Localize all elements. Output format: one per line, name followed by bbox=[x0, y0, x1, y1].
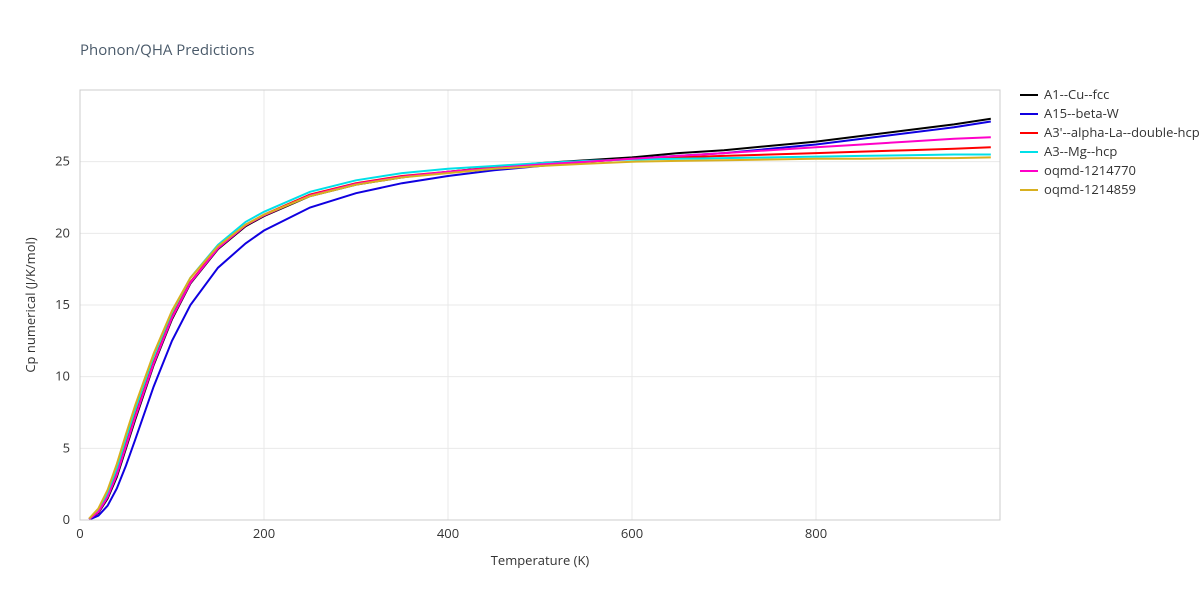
y-tick-label: 25 bbox=[55, 152, 70, 170]
legend-label: A3'--alpha-La--double-hcp bbox=[1044, 123, 1200, 141]
series-line bbox=[89, 147, 991, 519]
legend-item[interactable]: oqmd-1214859 bbox=[1020, 180, 1136, 198]
x-tick-label: 0 bbox=[76, 524, 83, 542]
y-tick-label: 20 bbox=[55, 223, 70, 241]
line-chart: 0 200 400 600 800 0 5 10 15 20 25 Temperature (K) Cp… bbox=[0, 0, 1200, 600]
legend-item[interactable]: A15--beta-W bbox=[1020, 104, 1119, 122]
y-tick-label: 15 bbox=[55, 295, 70, 313]
legend-label: oqmd-1214770 bbox=[1044, 161, 1136, 179]
y-tick-label: 10 bbox=[55, 367, 70, 385]
x-tick-label: 400 bbox=[437, 524, 459, 542]
y-tick-label: 5 bbox=[63, 438, 70, 456]
series-line bbox=[89, 119, 991, 520]
x-tick-label: 600 bbox=[621, 524, 643, 542]
legend-label: A1--Cu--fcc bbox=[1044, 85, 1109, 103]
legend-item[interactable]: oqmd-1214770 bbox=[1020, 161, 1136, 179]
series-line bbox=[89, 137, 991, 519]
legend: A1--Cu--fccA15--beta-WA3'--alpha-La--dou… bbox=[1020, 85, 1200, 198]
x-tick-label: 800 bbox=[805, 524, 827, 542]
legend-label: oqmd-1214859 bbox=[1044, 180, 1136, 198]
series-line bbox=[89, 122, 991, 520]
x-tick-label: 200 bbox=[253, 524, 275, 542]
series-line bbox=[89, 157, 991, 518]
legend-item[interactable]: A3--Mg--hcp bbox=[1020, 142, 1117, 160]
y-tick-label: 0 bbox=[63, 510, 70, 528]
legend-item[interactable]: A3'--alpha-La--double-hcp bbox=[1020, 123, 1200, 141]
legend-label: A3--Mg--hcp bbox=[1044, 142, 1117, 160]
legend-label: A15--beta-W bbox=[1044, 104, 1119, 122]
legend-item[interactable]: A1--Cu--fcc bbox=[1020, 85, 1109, 103]
series-line bbox=[89, 155, 991, 519]
y-axis-label: Cp numerical (J/K/mol) bbox=[21, 237, 39, 372]
x-axis-label: Temperature (K) bbox=[491, 551, 590, 569]
